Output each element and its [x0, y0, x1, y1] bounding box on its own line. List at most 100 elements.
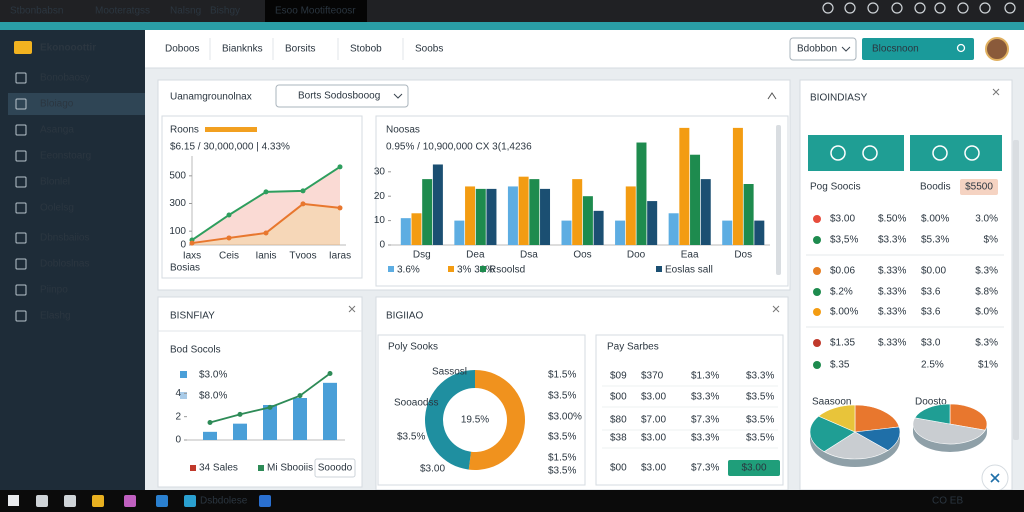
sidebar-icon — [15, 176, 27, 188]
toolbar-icon[interactable] — [957, 2, 969, 14]
sidebar-item[interactable]: Blonlel — [40, 177, 70, 188]
point — [263, 189, 269, 195]
table-cell: $.33% — [878, 338, 906, 349]
sidebar-item[interactable]: Dbnsbaiios — [40, 233, 89, 244]
table-cell: $3.00 — [641, 392, 666, 403]
sidebar-item[interactable]: Eeonstoarg — [40, 151, 91, 162]
taskbar-icon[interactable] — [36, 495, 48, 507]
y-tick-label: 0 — [175, 435, 181, 446]
bar — [540, 188, 551, 245]
sidebar-item[interactable]: Asanga — [40, 125, 74, 136]
sidebar-item[interactable]: Oolelsg — [40, 203, 74, 214]
caret — [393, 93, 403, 99]
sidebar-icon — [15, 202, 27, 214]
sidebar-icon — [15, 258, 27, 270]
pie-label: Doosto — [915, 397, 947, 408]
toolbar-icon[interactable] — [844, 2, 856, 14]
pie-slice — [818, 404, 856, 433]
toolbar-icon[interactable] — [979, 2, 991, 14]
sidebar-icon — [15, 310, 27, 322]
toolbar-icon[interactable] — [867, 2, 879, 14]
legend-swatch — [190, 465, 196, 471]
toolbar-icon[interactable] — [914, 2, 926, 14]
bar — [507, 186, 518, 245]
bar — [572, 179, 583, 245]
start-button[interactable] — [8, 495, 19, 506]
table-cell: $0.06 — [830, 266, 855, 277]
table-cell: $.0% — [975, 307, 998, 318]
card-title: Uanamgrounolnax — [170, 92, 252, 103]
taskbar-icon[interactable] — [156, 495, 168, 507]
donut-slice — [468, 370, 525, 470]
select-box[interactable] — [789, 37, 857, 61]
x-tick-label: Dea — [466, 250, 485, 261]
sidebar-item[interactable]: Bonobaosy — [40, 73, 90, 84]
close-icon[interactable] — [992, 88, 1000, 96]
table-cell: $.33% — [878, 287, 906, 298]
select-value: Bdobbon — [797, 44, 837, 55]
action-tile[interactable] — [808, 135, 904, 171]
table-cell: $.00% — [830, 307, 858, 318]
collapse-icon[interactable] — [767, 92, 777, 100]
donut-label: $3.5% — [548, 391, 576, 402]
legend-label: 3.6% — [397, 265, 420, 276]
taskbar-icon[interactable] — [92, 495, 104, 507]
table-cell: $38 — [610, 433, 627, 444]
table-cell: $3.3% — [691, 392, 719, 403]
nav-item[interactable]: Stobob — [350, 44, 382, 55]
action-tile[interactable] — [910, 135, 1002, 171]
legend-button-label[interactable]: Sooodo — [318, 463, 353, 474]
legend-button[interactable] — [314, 458, 356, 478]
table-cell: $80 — [610, 415, 627, 426]
table-cell: $3.5% — [746, 415, 774, 426]
toolbar-icon[interactable] — [934, 2, 946, 14]
legend-label: Mi Sbooiis — [267, 463, 313, 474]
pie-slice — [949, 403, 988, 431]
close-icon[interactable] — [772, 305, 780, 313]
taskbar-icon[interactable] — [184, 495, 196, 507]
browser-tab[interactable]: Mooteratgss — [95, 6, 150, 17]
toolbar-icon[interactable] — [822, 2, 834, 14]
sidebar-icon — [15, 284, 27, 296]
toolbar-icon[interactable] — [891, 2, 903, 14]
bar — [700, 179, 711, 245]
sidebar-item[interactable]: Elashg — [40, 311, 71, 322]
card-title: BISNFIAY — [170, 311, 215, 322]
toolbar-icon[interactable] — [1004, 2, 1016, 14]
dropdown[interactable] — [275, 84, 409, 108]
nav-item[interactable]: Bianknks — [222, 44, 263, 55]
sidebar-item[interactable]: Piinpo — [40, 285, 68, 296]
browser-bar — [0, 0, 1024, 22]
nav-item[interactable]: Borsits — [285, 44, 316, 55]
bar — [647, 201, 658, 245]
table-cell: $.00% — [921, 214, 949, 225]
y-tick-label: 100 — [169, 226, 186, 237]
browser-tab[interactable]: Stbonbabsn — [10, 6, 63, 17]
card-subtitle: Boodis — [920, 182, 951, 193]
table-cell: $3.3% — [746, 371, 774, 382]
browser-tab[interactable]: Nalsng — [170, 6, 201, 17]
nav-item[interactable]: Soobs — [415, 44, 443, 55]
taskbar-icon[interactable] — [124, 495, 136, 507]
close-icon[interactable] — [348, 305, 356, 313]
y-tick-label: 2 — [175, 411, 181, 422]
row-dot — [813, 308, 821, 316]
table-cell: $1.3% — [691, 371, 719, 382]
browser-tab[interactable]: Esoo Mootifteoosr — [275, 6, 356, 17]
sidebar-item[interactable]: Dobloslnas — [40, 259, 89, 270]
table-cell: $00 — [610, 463, 627, 474]
table-cell: $7.3% — [691, 415, 719, 426]
bar — [263, 405, 277, 440]
taskbar-icon[interactable] — [64, 495, 76, 507]
sidebar-item[interactable]: Bloiago — [40, 99, 74, 110]
tile-icon — [932, 145, 948, 161]
nav-item[interactable]: Doboos — [165, 44, 199, 55]
y-tick-label: 10 — [374, 215, 386, 226]
point — [297, 393, 303, 399]
taskbar-icon[interactable] — [259, 495, 271, 507]
table-button[interactable] — [728, 460, 780, 476]
avatar[interactable] — [985, 37, 1009, 61]
browser-tab[interactable]: Bishgy — [210, 6, 240, 17]
search-button[interactable] — [862, 38, 974, 60]
bar — [475, 188, 486, 245]
